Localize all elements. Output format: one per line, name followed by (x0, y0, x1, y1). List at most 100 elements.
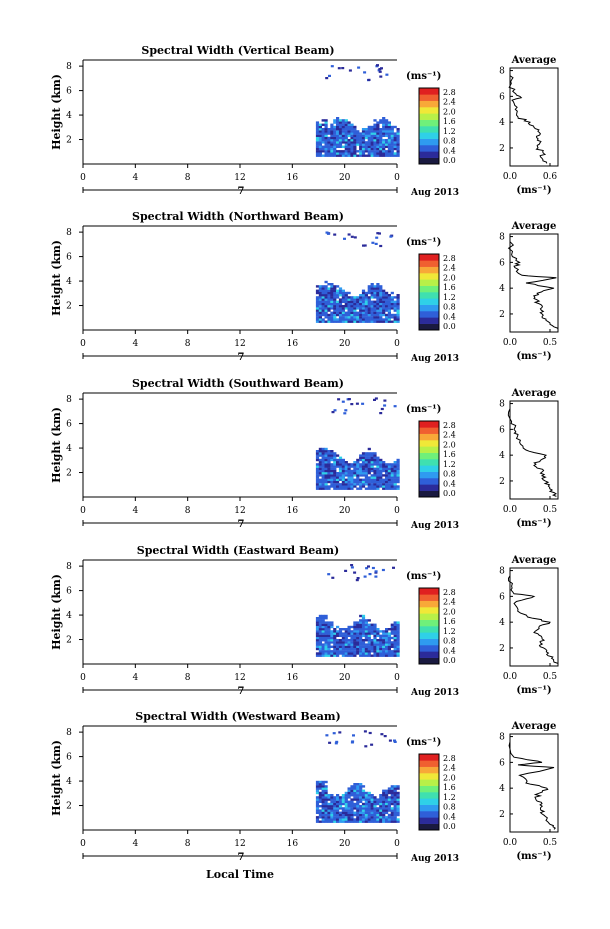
heatmap-cell (393, 820, 397, 823)
heatmap-cell (396, 134, 400, 137)
heatmap-cell (382, 478, 386, 481)
date-label: Aug 2013 (410, 188, 459, 198)
heatmap-cell (318, 811, 322, 814)
heatmap-cell (376, 458, 380, 462)
heatmap-cell (330, 652, 334, 655)
heatmap-cell (373, 320, 377, 323)
heatmap-cell (330, 139, 334, 142)
heatmap-cell (370, 796, 374, 799)
heatmap-cell (379, 813, 383, 817)
heatmap-cell (390, 809, 394, 812)
heatmap-cell (353, 128, 357, 131)
heatmap-cell (367, 78, 371, 81)
heatmap-cell (364, 461, 368, 464)
heatmap-cell (353, 791, 357, 795)
colorbar-swatch (419, 285, 439, 293)
heatmap-cell (347, 128, 351, 131)
heatmap-cell (367, 805, 371, 808)
heatmap-cell (393, 818, 397, 821)
heatmap-cell (376, 296, 380, 299)
heatmap-cell (393, 480, 397, 484)
heatmap-cell (364, 813, 368, 817)
heatmap-cell (356, 296, 360, 299)
heatmap-cell (321, 805, 325, 808)
heatmap-cell (361, 798, 366, 801)
heatmap-cell (361, 641, 366, 644)
heatmap-cell (338, 632, 343, 635)
heatmap-cell (350, 469, 354, 473)
heatmap-cell (364, 809, 368, 812)
heatmap-cell (327, 463, 331, 466)
heatmap-cell (396, 794, 400, 797)
heatmap-cell (336, 152, 340, 155)
avg-y-tick-label: 6 (499, 258, 505, 268)
heatmap-cell (390, 139, 394, 142)
heatmap-cell (327, 454, 331, 457)
heatmap-cell (333, 643, 337, 646)
heatmap-cell (356, 461, 360, 464)
heatmap-cell (373, 130, 377, 133)
heatmap-cell (341, 811, 345, 814)
heatmap-cell (359, 320, 363, 323)
heatmap-cell (373, 454, 377, 457)
heatmap-cell (350, 128, 354, 131)
heatmap-cell (324, 811, 328, 814)
heatmap-cell (350, 147, 354, 151)
heatmap-cell (321, 296, 325, 299)
heatmap-cell (350, 316, 354, 319)
heatmap-cell (390, 302, 394, 306)
heatmap-cell (370, 128, 374, 131)
heatmap-cell (336, 818, 340, 821)
heatmap-cell (350, 307, 354, 310)
avg-y-tick-label: 6 (499, 592, 505, 602)
heatmap-cell (367, 285, 371, 288)
heatmap-cell (318, 647, 322, 651)
avg-x-tick-label: 0.6 (543, 172, 558, 182)
heatmap-cell (356, 636, 360, 640)
heatmap-cell (338, 125, 343, 129)
heatmap-cell (387, 298, 391, 301)
heatmap-cell (390, 811, 394, 814)
heatmap-cell (382, 643, 386, 646)
heatmap-cell (364, 463, 368, 466)
heatmap-cell (321, 621, 325, 624)
heatmap-cell (376, 134, 380, 137)
heatmap-cell (350, 313, 354, 317)
avg-x-label: (ms⁻¹) (516, 518, 551, 529)
heatmap-cell (353, 474, 357, 477)
heatmap-cell (324, 472, 328, 475)
heatmap-cell (321, 302, 325, 306)
heatmap-cell (333, 469, 337, 473)
heatmap-cell (333, 119, 337, 122)
heatmap-cell (359, 800, 363, 803)
heatmap-cell (363, 244, 367, 247)
heatmap-cell (327, 474, 331, 477)
heatmap-cell (373, 483, 377, 486)
heatmap-cell (347, 291, 351, 295)
heatmap-cell (376, 132, 380, 135)
heatmap-cell (364, 318, 368, 321)
heatmap-cell (376, 305, 380, 308)
x-tick-label: 0 (80, 506, 86, 516)
heatmap-cell (347, 472, 351, 475)
heatmap-cell (390, 636, 394, 640)
heatmap-cell (344, 643, 348, 646)
heatmap-cell (336, 465, 340, 468)
x-tick-label: 0 (394, 673, 400, 683)
heatmap-cell (373, 318, 377, 321)
heatmap-cell (315, 130, 320, 133)
heatmap-cell (361, 816, 366, 819)
heatmap-cell (387, 639, 391, 642)
y-tick-label: 6 (66, 753, 72, 763)
heatmap-cell (373, 119, 377, 122)
colorbar-swatch (419, 254, 439, 261)
heatmap-cell (393, 643, 397, 646)
heatmap-cell (350, 802, 354, 806)
heatmap-cell (364, 141, 368, 144)
heatmap-cell (382, 809, 386, 812)
heatmap-cell (353, 652, 357, 655)
heatmap-cell (379, 798, 383, 801)
heatmap-cell (344, 119, 348, 122)
heatmap-cell (367, 291, 371, 295)
heatmap-cell (373, 485, 377, 488)
